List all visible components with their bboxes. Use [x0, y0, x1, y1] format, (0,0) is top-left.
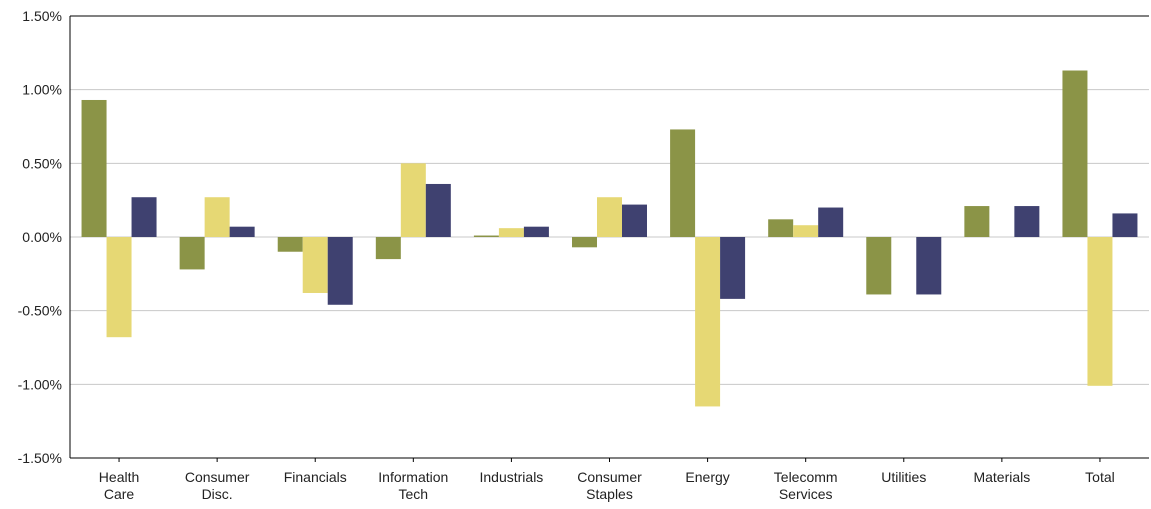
bar-series-1	[768, 219, 794, 237]
x-tick-label: Health Care	[99, 469, 139, 502]
x-tick-label: Total	[1085, 469, 1115, 485]
bars	[81, 70, 1138, 407]
bar-series-3	[1014, 206, 1040, 237]
x-tick-label: Industrials	[480, 469, 544, 485]
y-tick-label: -1.00%	[18, 376, 62, 392]
axes	[69, 15, 1149, 462]
x-tick-label: Telecomm Services	[774, 469, 838, 502]
bar-series-2	[695, 237, 721, 407]
x-tick-label: Financials	[284, 469, 347, 485]
bar-series-1	[670, 129, 696, 237]
x-tick-label: Consumer Disc.	[185, 469, 250, 502]
y-tick-label: 1.00%	[22, 82, 62, 98]
x-tick-label: Consumer Staples	[577, 469, 642, 502]
x-tick-label: Information Tech	[378, 469, 448, 502]
bar-series-2	[302, 237, 328, 293]
bar-series-2	[400, 163, 426, 237]
bar-series-3	[229, 226, 255, 237]
bar-series-1	[1062, 70, 1088, 237]
bar-series-2	[106, 237, 132, 338]
bar-series-3	[131, 197, 157, 237]
bar-series-3	[720, 237, 746, 299]
bar-series-2	[793, 225, 819, 237]
bar-series-1	[179, 237, 205, 270]
bar-series-1	[866, 237, 892, 295]
bar-series-3	[327, 237, 353, 305]
x-tick-labels: Health Care Consumer Disc. Financials Informa…	[99, 469, 1115, 502]
x-tick-label: Utilities	[881, 469, 926, 485]
bar-series-2	[597, 197, 622, 237]
bar-series-3	[523, 226, 549, 237]
bar-series-1	[964, 206, 990, 237]
x-tick-label: Energy	[685, 469, 729, 485]
y-tick-label: -1.50%	[18, 450, 62, 466]
bar-series-1	[572, 237, 597, 248]
bar-series-3	[425, 183, 451, 237]
bar-series-1	[81, 99, 107, 237]
y-tick-label: 0.50%	[22, 155, 62, 171]
bar-series-3	[622, 204, 647, 237]
y-tick-label: 0.00%	[22, 229, 62, 245]
bar-series-1	[277, 237, 303, 252]
x-tick-label: Materials	[973, 469, 1030, 485]
bar-series-2	[204, 197, 230, 237]
bar-series-3	[1112, 213, 1138, 237]
bar-series-1	[375, 237, 401, 260]
bar-series-2	[1087, 237, 1113, 386]
y-tick-label: 1.50%	[22, 8, 62, 24]
bar-series-2	[498, 228, 524, 237]
bar-series-3	[916, 237, 942, 295]
y-tick-label: -0.50%	[18, 303, 62, 319]
bar-series-3	[818, 207, 844, 237]
bar-series-1	[473, 235, 499, 237]
y-tick-labels: 1.50% 1.00% 0.50% 0.00% -0.50% -1.00% -1.50%	[18, 8, 62, 466]
